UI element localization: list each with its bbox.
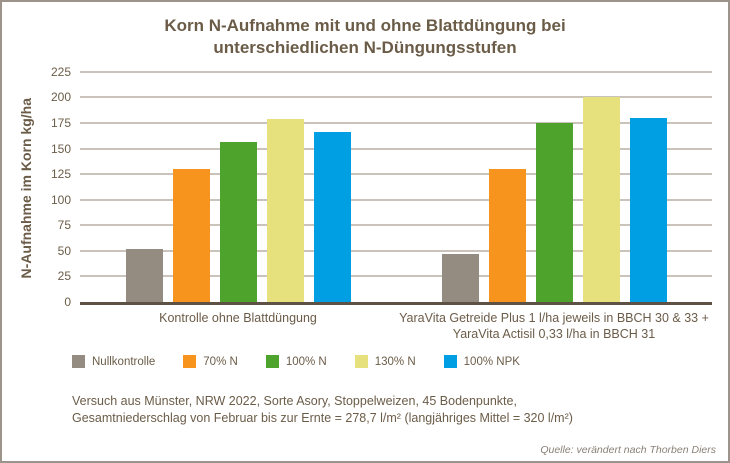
y-tick-label-0: 0 <box>64 294 71 309</box>
y-tick-label-175: 175 <box>50 115 71 130</box>
legend-label: 100% N <box>285 355 327 368</box>
y-tick-label-50: 50 <box>57 243 71 258</box>
bar-130-n-group2 <box>582 97 620 302</box>
y-tick-label-200: 200 <box>50 90 71 105</box>
y-tick-label-25: 25 <box>57 269 71 284</box>
source-credit: Quelle: verändert nach Thorben Diers <box>540 444 716 456</box>
legend-item: 100% NPK <box>443 355 520 369</box>
y-tick-label-75: 75 <box>57 218 71 233</box>
gridline-175 <box>80 121 712 124</box>
legend-item: Nullkontrolle <box>72 355 156 369</box>
legend-label: 130% N <box>374 355 416 368</box>
bar-70-n-group1 <box>172 169 210 302</box>
bar-100-npk-group1 <box>313 132 351 302</box>
chart-area: N-Aufnahme im Korn kg/ha 0 25 50 75 100 125 15… <box>2 65 728 309</box>
gridline-200 <box>80 96 712 99</box>
legend-swatch-icon <box>443 355 457 369</box>
legend-label: Nullkontrolle <box>92 355 156 368</box>
legend-label: 100% NPK <box>463 355 520 368</box>
y-axis-title: N-Aufnahme im Korn kg/ha <box>12 72 40 305</box>
x-axis-label-text: YaraVita Getreide Plus 1 l/ha jeweils in… <box>399 310 709 342</box>
bar-130-n-group1 <box>266 118 304 302</box>
plot-area: 0 25 50 75 100 125 150 175 200 225 <box>51 65 712 309</box>
legend-swatch-icon <box>183 355 197 369</box>
bar-100-n-group2 <box>535 123 573 302</box>
y-axis-title-text: N-Aufnahme im Korn kg/ha <box>18 98 34 279</box>
gridline-50 <box>80 249 712 252</box>
bar-group-2 <box>396 72 712 302</box>
legend-item: 130% N <box>354 355 416 369</box>
bar-groups <box>80 72 712 302</box>
gridline-225 <box>80 70 712 73</box>
y-tick-label-125: 125 <box>50 167 71 182</box>
legend-swatch-icon <box>265 355 279 369</box>
bar-70-n-group2 <box>488 169 526 302</box>
x-axis-label-2: YaraVita Getreide Plus 1 l/ha jeweils in… <box>396 310 712 343</box>
gridline-25 <box>80 275 712 278</box>
gridline-75 <box>80 224 712 227</box>
legend-item: 100% N <box>265 355 327 369</box>
legend: Nullkontrolle 70% N 100% N 130% N 100% NPK <box>72 355 728 369</box>
footer-note-line-2: Gesamtniederschlag von Februar bis zur E… <box>72 411 573 426</box>
bar-nullkontrolle-group2 <box>441 253 479 302</box>
gridline-100 <box>80 198 712 201</box>
legend-swatch-icon <box>72 355 85 369</box>
legend-item: 70% N <box>183 355 238 369</box>
x-axis-labels: Kontrolle ohne Blattdüngung YaraVita Getr… <box>80 310 712 343</box>
gridline-125 <box>80 173 712 176</box>
bar-group-1 <box>80 72 396 302</box>
chart-title: Korn N-Aufnahme mit und ohne Blattdüngun… <box>164 16 566 58</box>
bar-100-n-group1 <box>219 142 257 302</box>
y-tick-label-100: 100 <box>50 192 71 207</box>
y-tick-label-225: 225 <box>50 64 71 79</box>
gridline-150 <box>80 147 712 150</box>
footer-note-line-1: Versuch aus Münster, NRW 2022, Sorte Aso… <box>72 394 517 409</box>
legend-label: 70% N <box>203 355 238 368</box>
bar-100-npk-group2 <box>629 117 667 302</box>
bar-nullkontrolle-group1 <box>125 248 163 302</box>
legend-swatch-icon <box>354 355 368 369</box>
y-tick-label-150: 150 <box>50 141 71 156</box>
footer-note: Versuch aus Münster, NRW 2022, Sorte Aso… <box>72 393 728 427</box>
x-axis-label-1: Kontrolle ohne Blattdüngung <box>80 310 396 343</box>
x-axis-label-text: Kontrolle ohne Blattdüngung <box>159 310 317 325</box>
